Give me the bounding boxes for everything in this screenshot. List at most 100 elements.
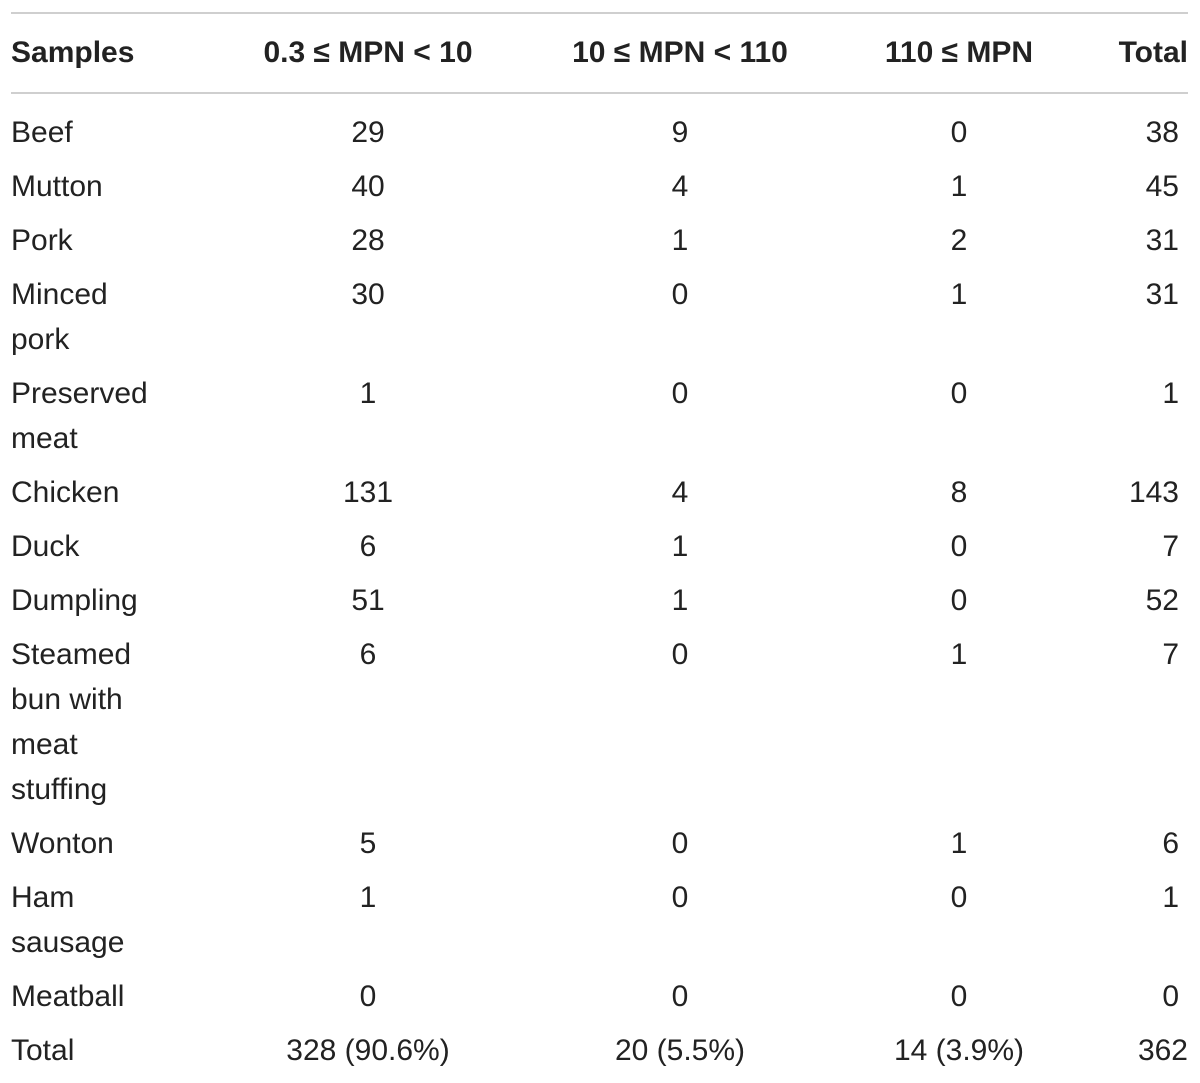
table-row: Dumpling 51 1 0 52 [11, 578, 1188, 632]
table-row: Meatball 0 0 0 0 [11, 974, 1188, 1028]
sample-name-line: Wonton [11, 827, 114, 860]
mpn-low-cell: 6 [359, 530, 377, 563]
mpn-mid-cell: 0 [671, 980, 689, 1013]
sample-name-line: Steamed [11, 638, 132, 671]
mpn-mid-cell: 9 [671, 116, 689, 149]
sample-name-line: pork [11, 323, 70, 356]
mpn-low-cell: 1 [359, 377, 377, 410]
sample-name-cell: Wonton [11, 821, 198, 875]
sample-name-line: Mutton [11, 170, 103, 203]
table-row: Minced pork 30 0 1 31 [11, 272, 1188, 371]
mpn-mid-cell: 0 [671, 827, 689, 860]
table-row: Preserved meat 1 0 0 1 [11, 371, 1188, 470]
sample-name-cell: Meatball [11, 974, 198, 1028]
header-mpn-high: 110 ≤ MPN [884, 36, 1034, 69]
mpn-high-cell: 0 [950, 116, 968, 149]
total-mpn-mid-cell: 20 (5.5%) [614, 1034, 746, 1067]
sample-name-cell: Preserved meat [11, 371, 198, 470]
total-cell: 1 [1162, 377, 1179, 410]
total-cell: 0 [1162, 980, 1179, 1013]
mpn-mid-cell: 0 [671, 881, 689, 914]
mpn-low-cell: 6 [359, 638, 377, 671]
table-row: Chicken 131 4 8 143 [11, 470, 1188, 524]
mpn-mid-cell: 4 [671, 170, 689, 203]
sample-name-cell: Chicken [11, 470, 198, 524]
mpn-high-cell: 8 [950, 476, 968, 509]
total-cell: 31 [1145, 278, 1179, 311]
mpn-low-cell: 131 [342, 476, 394, 509]
sample-name-cell: Dumpling [11, 578, 198, 632]
table-row: Duck 6 1 0 7 [11, 524, 1188, 578]
data-table: Samples 0.3 ≤ MPN < 10 10 ≤ MPN < 110 11… [11, 14, 1188, 1082]
total-cell: 31 [1145, 224, 1179, 257]
mpn-high-cell: 0 [950, 980, 968, 1013]
sample-name-line: Ham [11, 881, 75, 914]
sample-name-line: Preserved [11, 377, 148, 410]
table-body: Beef 29 9 0 38 Mutton 4 0 4 1 45 Pork 28 1 2 31 Minced po… [11, 92, 1188, 1082]
mpn-mid-cell: 4 [671, 476, 689, 509]
mpn-low-cell: 5 [359, 827, 377, 860]
table-row: Ham sausage 1 0 0 1 [11, 875, 1188, 974]
mpn-mid-cell: 1 [671, 530, 689, 563]
table-row: Pork 28 1 2 31 [11, 218, 1188, 272]
mpn-mid-cell: 1 [671, 584, 689, 617]
sample-name-cell: Steamed bun with meat stuffing [11, 632, 198, 821]
mpn-mid-cell: 0 [671, 278, 689, 311]
sample-name-cell: Duck [11, 524, 198, 578]
mpn-low-cell: 1 [359, 881, 377, 914]
mpn-high-cell: 1 [950, 278, 968, 311]
total-cell: 6 [1162, 827, 1179, 860]
header-total: Total [1118, 36, 1188, 69]
sample-name-line: meat [11, 422, 78, 455]
sample-name-cell: Mutton [11, 164, 198, 218]
mpn-mid-cell: 0 [671, 638, 689, 671]
sample-name-line: Dumpling [11, 584, 138, 617]
header-mpn-mid: 10 ≤ MPN < 110 [572, 36, 788, 69]
table-header: Samples 0.3 ≤ MPN < 10 10 ≤ MPN < 110 11… [11, 14, 1188, 92]
sample-name-line: sausage [11, 926, 125, 959]
sample-name-line: stuffing [11, 773, 108, 806]
sample-name-line: Chicken [11, 476, 120, 509]
sample-name-cell: Ham sausage [11, 875, 198, 974]
total-cell: 7 [1162, 638, 1179, 671]
header-samples: Samples [11, 36, 135, 69]
sample-name-line: meat [11, 728, 78, 761]
total-mpn-low-cell: 328 (90.6%) [286, 1034, 450, 1067]
table-row: Beef 29 9 0 38 [11, 92, 1188, 164]
mpn-high-cell: 2 [950, 224, 968, 257]
sample-name-cell: Minced pork [11, 272, 198, 371]
table-row: Mutton 40 4 1 45 [11, 164, 1188, 218]
table-row: Wonton 5 0 1 6 [11, 821, 1188, 875]
header-divider-rule [11, 92, 1188, 94]
total-cell: 143 [1128, 476, 1179, 509]
total-cell: 38 [1145, 116, 1179, 149]
mpn-high-cell: 0 [950, 584, 968, 617]
total-cell: 1 [1162, 881, 1179, 914]
sample-name-cell: Beef [11, 92, 198, 164]
mpn-high-cell: 1 [950, 170, 968, 203]
mpn-high-cell: 1 [950, 638, 968, 671]
total-mpn-high-cell: 14 (3.9%) [893, 1034, 1025, 1067]
total-cell: 7 [1162, 530, 1179, 563]
mpn-low-cell: 28 [351, 224, 385, 257]
total-row: Total 328 (90.6%) 20 (5.5%) 14 (3.9%) 362 [11, 1028, 1188, 1082]
header-mpn-low: 0.3 ≤ MPN < 10 [263, 36, 473, 69]
total-cell: 45 [1145, 170, 1179, 203]
mpn-low-cell: 29 [351, 116, 385, 149]
mpn-high-cell: 0 [950, 881, 968, 914]
sample-name-cell: Pork [11, 218, 198, 272]
sample-name-line: bun with [11, 683, 123, 716]
sample-name-line: Meatball [11, 980, 125, 1013]
sample-name-line: Beef [11, 116, 73, 149]
mpn-high-cell: 0 [950, 530, 968, 563]
mpn-mid-cell: 0 [671, 377, 689, 410]
total-row-label: Total [11, 1034, 75, 1067]
mpn-mid-cell: 1 [671, 224, 689, 257]
sample-name-line: Pork [11, 224, 73, 257]
sample-name-line: Duck [11, 530, 80, 563]
mpn-low-cell: 0 [359, 980, 377, 1013]
table-row: Steamed bun with meat stuffing 6 0 1 7 [11, 632, 1188, 821]
mpn-low-cell: 51 [351, 584, 385, 617]
mpn-high-cell: 0 [950, 377, 968, 410]
table-top-rule [11, 12, 1188, 14]
